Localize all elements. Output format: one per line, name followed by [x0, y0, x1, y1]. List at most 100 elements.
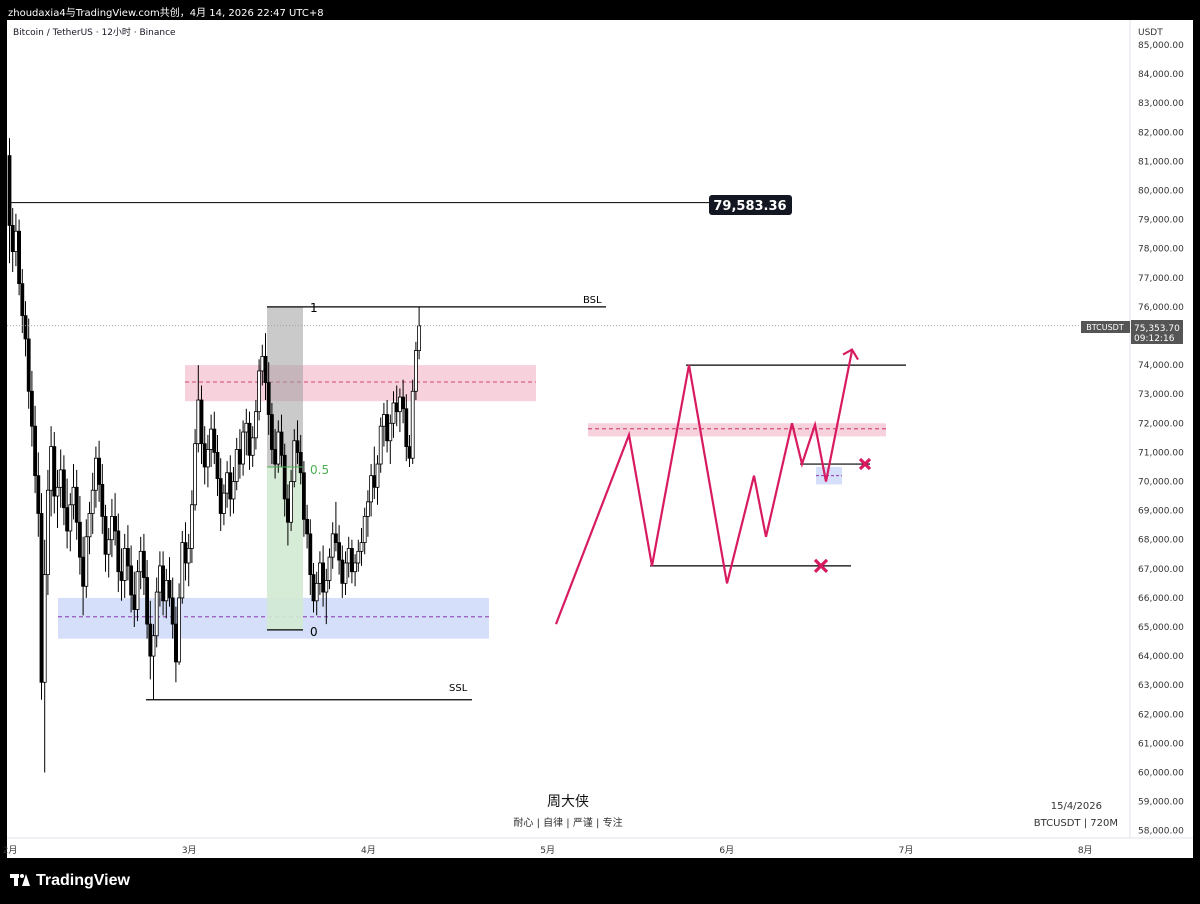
candle-body	[193, 443, 198, 506]
tradingview-logo-icon	[10, 874, 30, 888]
fib-level-1-label: 1	[310, 301, 318, 315]
candle-body	[126, 548, 130, 567]
x-tick-label: 8月	[1078, 845, 1093, 856]
candle-body	[237, 449, 242, 465]
watermark-symbol: BTCUSDT | 720M	[1034, 818, 1118, 829]
candle-body	[106, 539, 111, 555]
projection-path	[554, 350, 854, 625]
y-tick-label: 63,000.00	[1138, 681, 1184, 691]
candle-body	[397, 396, 402, 413]
candle-body	[375, 463, 380, 488]
candle-body	[183, 542, 188, 564]
candle-body	[58, 469, 63, 488]
candle-body	[84, 536, 89, 587]
candle-body	[365, 501, 370, 517]
candle-body	[199, 399, 204, 445]
last-price-symbol: BTCUSDT	[1086, 323, 1124, 332]
y-tick-label: 60,000.00	[1138, 769, 1184, 779]
candle-body	[413, 350, 418, 392]
candle-body	[228, 472, 233, 500]
y-tick-label: 66,000.00	[1138, 594, 1184, 604]
candle-body	[231, 481, 236, 500]
time-axis[interactable]: 2月 3月 4月 5月 6月 7月 8月	[3, 845, 1093, 856]
y-tick-label: 58,000.00	[1138, 827, 1184, 837]
y-tick-label: 81,000.00	[1138, 157, 1184, 167]
candle-body	[292, 440, 297, 482]
candle-body	[205, 449, 210, 468]
x-tick-label: 6月	[719, 845, 734, 856]
candle-body	[20, 283, 25, 317]
candle-body	[311, 574, 316, 602]
y-tick-label: 72,000.00	[1138, 419, 1184, 429]
candle-body	[209, 428, 214, 450]
candle-body	[356, 550, 361, 564]
candle-body	[417, 325, 422, 351]
projection-arrowhead	[842, 348, 859, 361]
bsl-label: BSL	[583, 295, 602, 306]
candle-body	[369, 475, 374, 503]
tradingview-logo[interactable]: TradingView	[10, 872, 130, 890]
candle-body	[65, 507, 69, 532]
y-tick-label: 67,000.00	[1138, 565, 1184, 575]
zones-layer	[58, 306, 886, 639]
candle-body	[138, 550, 143, 573]
watermark-name: 周大侠	[547, 794, 589, 810]
candle-body	[7, 155, 12, 226]
candle-body	[170, 597, 175, 625]
candle-body	[189, 504, 194, 549]
candle-body	[266, 382, 271, 415]
candles-layer	[7, 138, 422, 773]
candle-body	[260, 355, 265, 372]
candle-body	[116, 530, 121, 573]
candle-body	[23, 315, 28, 340]
candle-body	[173, 623, 178, 663]
candle-body	[52, 446, 57, 497]
y-tick-label: 64,000.00	[1138, 652, 1184, 662]
candle-body	[340, 559, 345, 584]
y-tick-label: 59,000.00	[1138, 798, 1184, 808]
y-tick-label: 79,000.00	[1138, 216, 1184, 226]
candle-body	[110, 516, 114, 541]
price-label-badge[interactable]: 79,583.36	[709, 195, 792, 215]
candle-body	[276, 431, 281, 465]
candle-body	[273, 449, 278, 465]
x-tick-label: 3月	[182, 845, 197, 856]
candle-body	[157, 565, 162, 593]
y-tick-label: 71,000.00	[1138, 448, 1184, 458]
candle-body	[359, 542, 364, 552]
candle-body	[381, 414, 386, 427]
candle-body	[212, 428, 217, 453]
candle-body	[164, 580, 169, 602]
candle-body	[337, 542, 342, 561]
price-axis[interactable]: 85,000.00 84,000.00 83,000.00 82,000.00 81,0…	[1138, 41, 1184, 837]
candle-body	[113, 516, 117, 532]
candle-body	[391, 402, 396, 424]
candle-body	[353, 562, 358, 573]
candle-body	[87, 513, 92, 538]
symbol-legend: Bitcoin / TetherUS · 12小时 · Binance	[13, 26, 176, 38]
candle-body	[10, 225, 15, 253]
candle-body	[218, 478, 223, 514]
candle-body	[346, 548, 351, 564]
candle-body	[253, 411, 258, 439]
chart-area[interactable]: Bitcoin / TetherUS · 12小时 · Binance USDT…	[0, 20, 1200, 860]
y-tick-label: 82,000.00	[1138, 128, 1184, 138]
supply-zone	[185, 365, 536, 402]
currency-label: USDT	[1138, 28, 1163, 38]
candle-body	[196, 399, 201, 445]
candle-body	[154, 591, 159, 637]
candle-body	[343, 562, 348, 584]
y-tick-label: 84,000.00	[1138, 70, 1184, 80]
candle-body	[49, 446, 53, 491]
candle-body	[94, 457, 98, 491]
candle-body	[81, 556, 85, 587]
candle-body	[388, 422, 393, 442]
candle-body	[401, 396, 406, 410]
candle-body	[17, 230, 22, 285]
y-tick-label: 65,000.00	[1138, 623, 1184, 633]
candle-body	[68, 504, 73, 532]
candle-body	[71, 486, 76, 506]
candle-body	[289, 481, 294, 523]
last-price-countdown: 09:12:16	[1134, 334, 1175, 344]
candle-body	[308, 533, 313, 576]
